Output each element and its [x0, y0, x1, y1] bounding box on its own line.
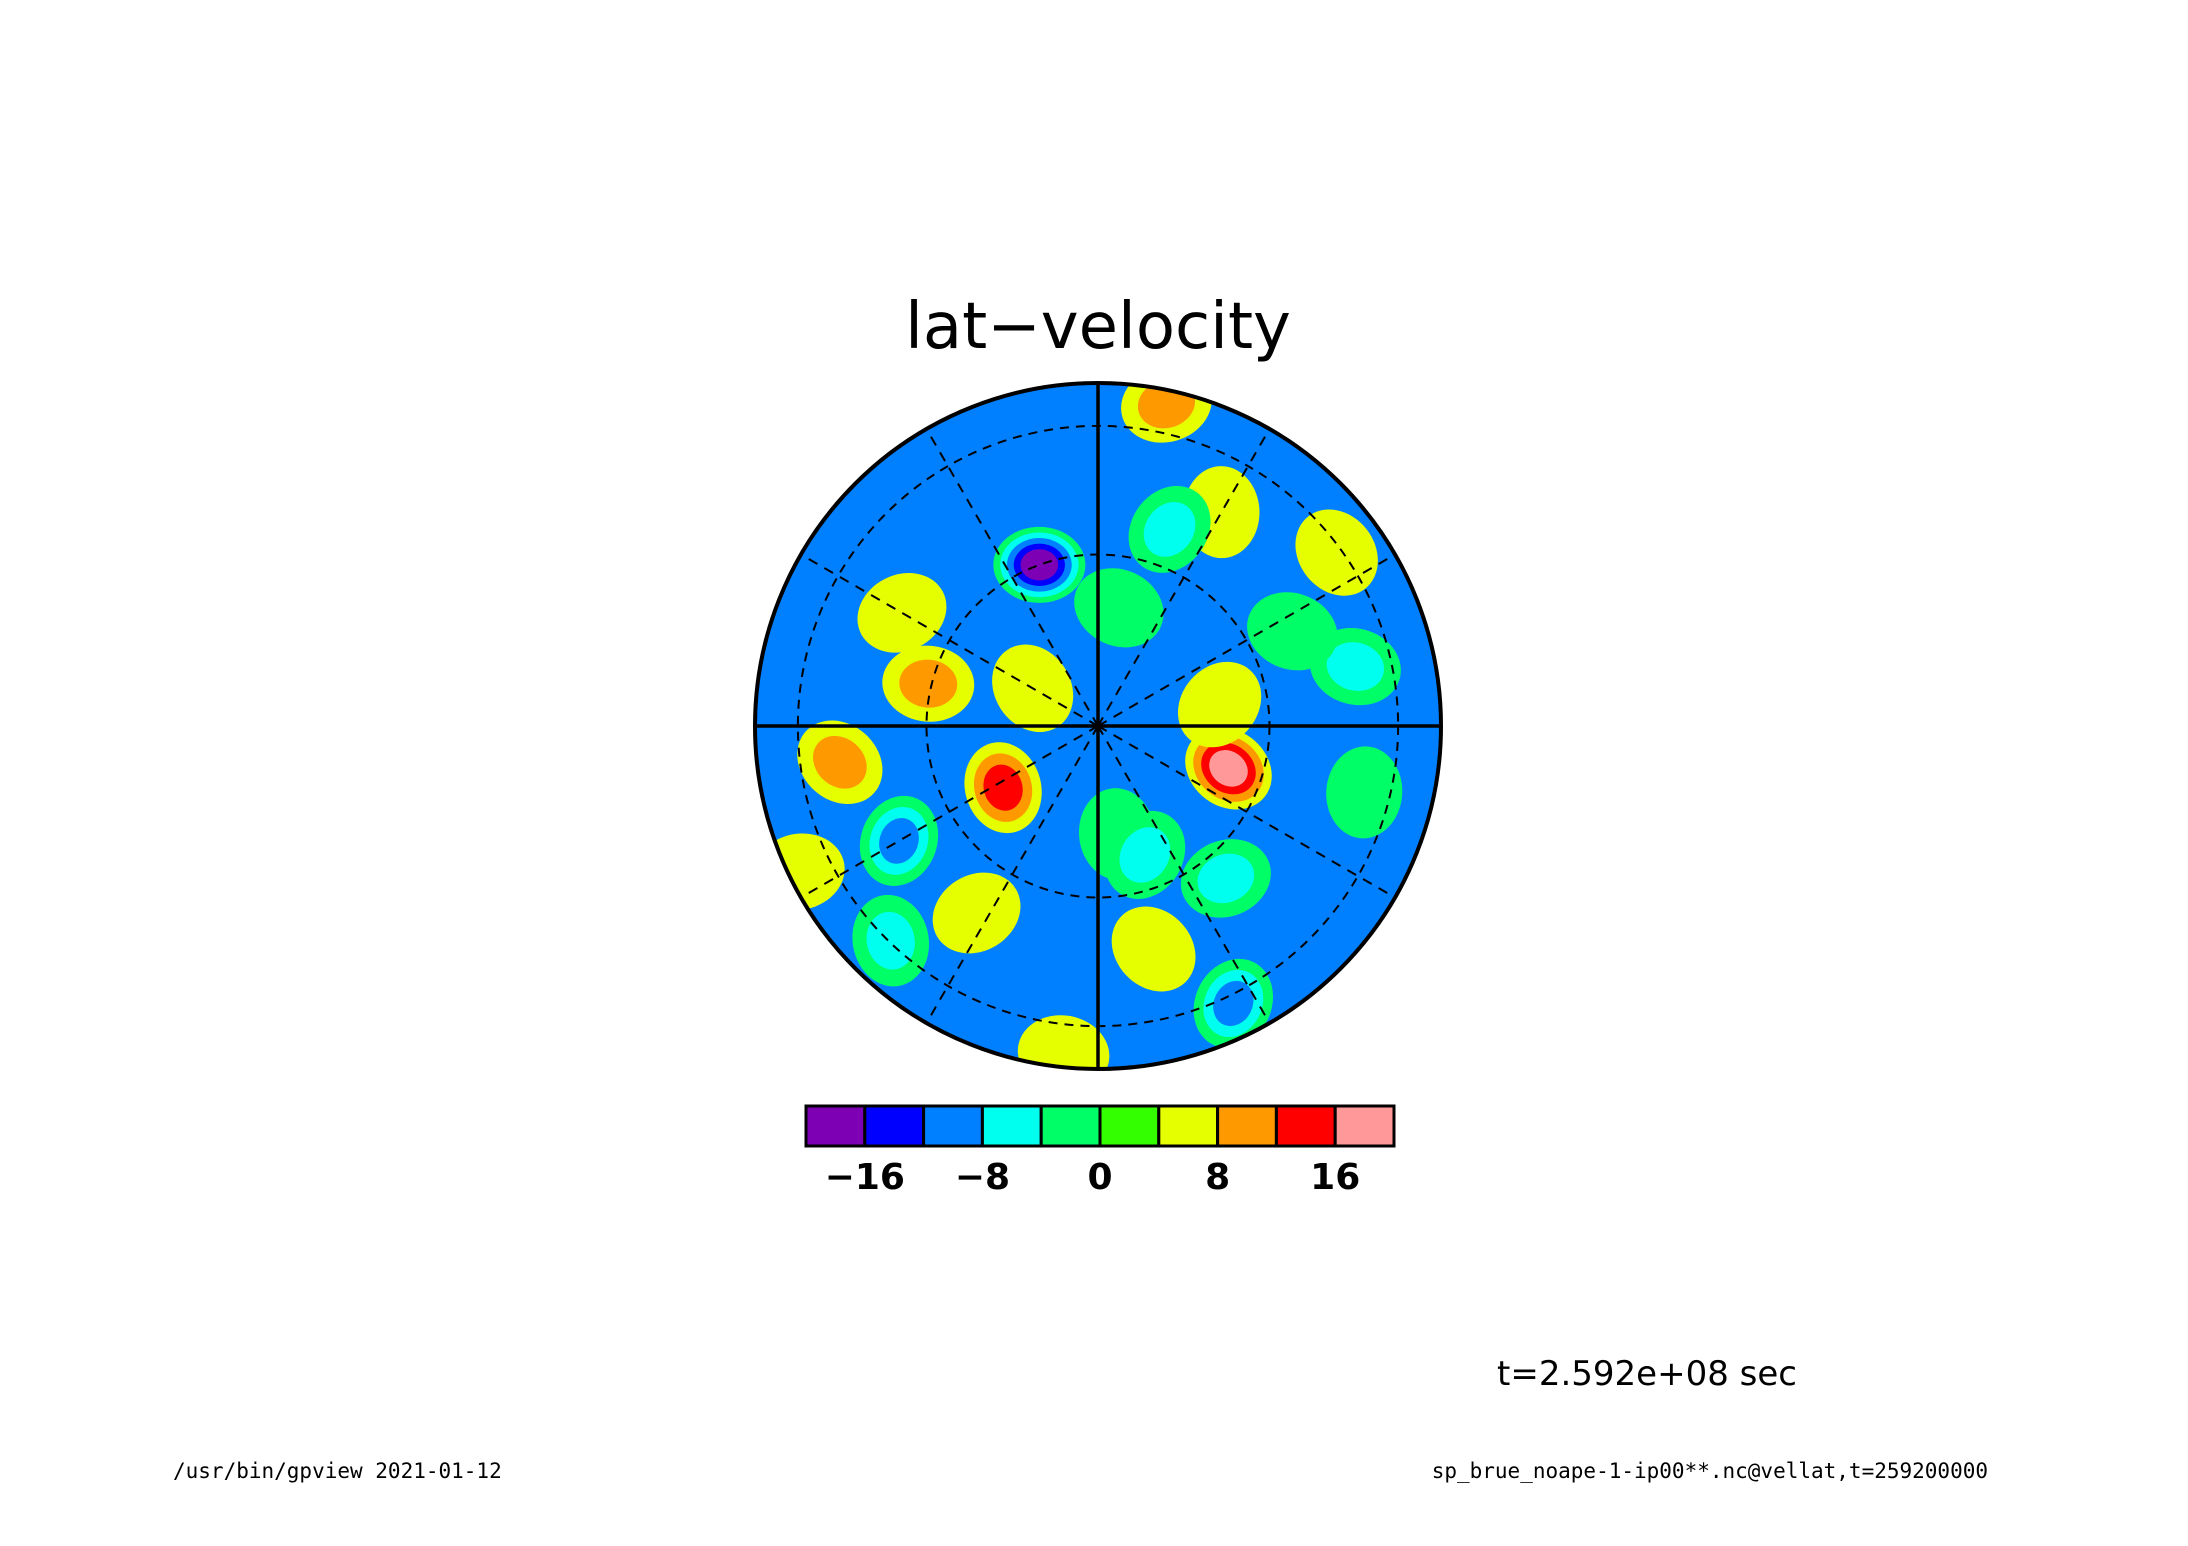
contour-level-2: [879, 818, 919, 864]
contour-feature: [852, 894, 930, 987]
contour-fill: [755, 383, 1441, 1069]
contour-feature: [1104, 810, 1186, 899]
footer-left: /usr/bin/gpview 2021-01-12: [173, 1459, 502, 1483]
contour-feature: [993, 526, 1086, 603]
contour-feature: [932, 872, 1021, 954]
colorbar-swatch: [922, 1104, 984, 1148]
colorbar-tick-label: 8: [1205, 1157, 1230, 1198]
contour-level-7: [899, 659, 958, 708]
footer-right: sp_brue_noape-1-ip00**.nc@vellat,t=25920…: [1432, 1459, 1988, 1483]
time-label: t=2.592e+08 sec: [1497, 1354, 1797, 1394]
contour-level-3: [1326, 642, 1385, 691]
contour-level-6: [932, 872, 1021, 954]
colorbar: −16 −8 0 8 16: [804, 1104, 1396, 1198]
contour-level-3: [1119, 827, 1171, 883]
contour-level-3: [1197, 853, 1255, 904]
colorbar-tick-label: −16: [825, 1157, 905, 1198]
contour-level-6: [1295, 509, 1378, 596]
contour-feature: [797, 720, 883, 805]
contour-level-2: [1213, 980, 1254, 1027]
contour-feature: [1180, 839, 1271, 918]
meridian-dashed: [800, 725, 1099, 899]
meridian-dashed: [1097, 725, 1396, 899]
meridian-dashed: [1097, 725, 1271, 1024]
contour-feature: [859, 795, 939, 886]
contour-feature: [857, 573, 947, 653]
contour-level-3: [1143, 502, 1196, 557]
contour-feature: [1017, 1015, 1110, 1069]
colorbar-swatch: [1157, 1104, 1220, 1148]
meridian-dashed: [925, 428, 1099, 727]
colorbar-swatch: [1274, 1104, 1337, 1148]
chart-title: lat−velocity: [905, 290, 1291, 364]
contour-level-6: [1017, 1015, 1110, 1069]
colorbar-swatch: [863, 1104, 926, 1148]
contour-feature: [1295, 509, 1378, 596]
map-graticule: [753, 381, 1443, 1071]
colorbar-swatch: [1098, 1104, 1161, 1148]
contour-feature: [964, 742, 1042, 834]
contour-level-6: [857, 573, 947, 653]
meridian-dashed: [925, 725, 1099, 1024]
colorbar-swatch: [1216, 1104, 1278, 1148]
contour-level-9: [1209, 750, 1248, 787]
colorbar-swatch: [804, 1104, 867, 1148]
contour-level-4: [1326, 746, 1403, 839]
meridian-dashed: [800, 553, 1099, 727]
colorbar-tick-label: 0: [1087, 1157, 1112, 1198]
colorbar-swatch: [980, 1104, 1043, 1148]
contour-level-3: [866, 911, 915, 970]
map-boundary: [753, 381, 1443, 1071]
meridian-dashed: [1097, 553, 1396, 727]
polar-map: [755, 383, 1441, 1069]
contour-feature: [1111, 906, 1196, 992]
contour-feature: [1185, 727, 1272, 810]
colorbar-tick-label: −8: [955, 1157, 1010, 1198]
contour-feature: [1128, 485, 1211, 573]
contour-level-0: [1020, 549, 1059, 581]
contour-feature: [1326, 746, 1403, 839]
contour-feature: [882, 645, 975, 722]
colorbar-swatch: [1039, 1104, 1102, 1148]
meridian-dashed: [1097, 428, 1271, 727]
contour-feature: [1193, 958, 1273, 1049]
colorbar-swatch: [1333, 1104, 1396, 1148]
contour-level-7: [812, 735, 867, 789]
colorbar-tick-label: 16: [1310, 1157, 1360, 1198]
contour-level-6: [1111, 906, 1196, 992]
contour-level-4: [1247, 592, 1338, 671]
contour-feature: [1247, 592, 1338, 671]
